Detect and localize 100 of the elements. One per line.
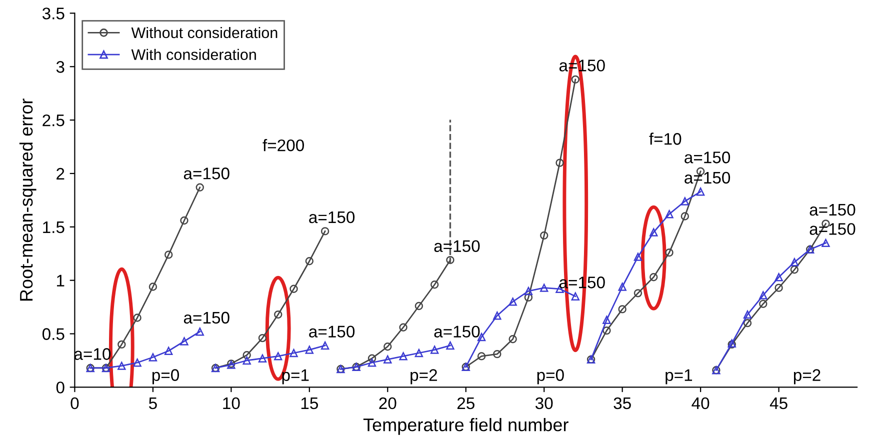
annotation: f=200 bbox=[262, 139, 304, 152]
annotation: a=150 bbox=[684, 152, 730, 164]
annotation: a=150 bbox=[810, 204, 856, 216]
point bbox=[384, 342, 392, 351]
y-tick-label: 2 bbox=[56, 168, 64, 180]
point bbox=[571, 292, 580, 300]
point bbox=[242, 356, 251, 365]
legend-label: Without consideration bbox=[131, 26, 278, 38]
point bbox=[774, 284, 783, 292]
annotation: p=0 bbox=[537, 369, 564, 384]
annotation: a=150 bbox=[309, 326, 355, 338]
point bbox=[133, 314, 142, 322]
point bbox=[290, 348, 298, 358]
point bbox=[774, 273, 783, 282]
point bbox=[696, 188, 705, 196]
annotation: f=10 bbox=[649, 132, 682, 145]
point bbox=[242, 351, 251, 360]
point bbox=[680, 197, 690, 206]
point bbox=[430, 346, 439, 354]
y-tick-label: 1.5 bbox=[43, 221, 64, 234]
point bbox=[680, 212, 690, 220]
point bbox=[164, 346, 173, 355]
point bbox=[320, 227, 330, 236]
point bbox=[196, 183, 204, 192]
point bbox=[650, 273, 658, 282]
point bbox=[399, 323, 408, 332]
x-tick-label: 20 bbox=[379, 397, 396, 410]
point bbox=[430, 280, 439, 289]
x-tick-label: 5 bbox=[148, 398, 157, 410]
point bbox=[258, 354, 267, 362]
point bbox=[790, 266, 799, 274]
point bbox=[822, 238, 830, 248]
annotation: a=150 bbox=[184, 168, 230, 180]
x-tick-label: 40 bbox=[692, 397, 710, 410]
point bbox=[414, 302, 424, 310]
point bbox=[368, 354, 376, 362]
point bbox=[790, 258, 799, 266]
point bbox=[556, 158, 564, 167]
x-tick-label: 35 bbox=[614, 397, 631, 410]
x-tick-label: 45 bbox=[770, 398, 788, 410]
point bbox=[274, 352, 282, 360]
point bbox=[446, 341, 454, 350]
point bbox=[305, 257, 314, 266]
point bbox=[399, 352, 408, 360]
point bbox=[258, 334, 267, 342]
point bbox=[618, 305, 626, 314]
point bbox=[290, 284, 298, 293]
point bbox=[133, 358, 142, 367]
x-tick-label: 25 bbox=[457, 397, 474, 410]
y-tick-label: 3 bbox=[56, 61, 64, 73]
annotation: p=1 bbox=[282, 369, 309, 384]
point bbox=[634, 289, 642, 298]
point bbox=[540, 284, 548, 292]
x-axis-title: Temperature field number bbox=[363, 418, 568, 435]
point bbox=[743, 318, 752, 328]
point bbox=[118, 362, 126, 370]
x-tick-label: 10 bbox=[223, 397, 240, 410]
point bbox=[618, 282, 626, 291]
point bbox=[665, 210, 674, 218]
y-tick-label: 0.5 bbox=[42, 328, 64, 340]
point bbox=[196, 328, 204, 336]
point bbox=[634, 252, 642, 261]
point bbox=[759, 300, 768, 308]
point bbox=[524, 293, 533, 302]
point bbox=[759, 291, 768, 300]
legend-label: With consideration bbox=[131, 48, 256, 60]
point bbox=[180, 216, 188, 225]
point bbox=[384, 355, 392, 364]
point bbox=[508, 298, 517, 306]
point bbox=[602, 326, 611, 335]
point bbox=[602, 316, 611, 324]
annotation: p=2 bbox=[794, 369, 820, 384]
point bbox=[164, 250, 173, 259]
point bbox=[446, 256, 454, 264]
annotation: a=150 bbox=[434, 326, 480, 338]
point bbox=[180, 337, 188, 346]
point bbox=[650, 228, 658, 236]
y-axis-title: Root-mean-squared error bbox=[19, 98, 36, 301]
y-tick-label: 3.5 bbox=[42, 8, 64, 20]
point bbox=[320, 341, 330, 350]
point bbox=[493, 312, 502, 320]
point bbox=[493, 350, 502, 358]
point bbox=[274, 310, 282, 319]
annotation: p=2 bbox=[410, 369, 437, 384]
y-tick-label: 0 bbox=[56, 382, 64, 394]
annotation: a=150 bbox=[434, 240, 480, 252]
point bbox=[148, 353, 158, 362]
annotation: a=150 bbox=[309, 211, 355, 224]
point bbox=[118, 340, 126, 349]
point bbox=[508, 335, 517, 344]
point bbox=[743, 310, 752, 319]
point bbox=[540, 231, 548, 240]
point bbox=[571, 75, 580, 84]
point bbox=[414, 348, 424, 358]
x-tick-label: 0 bbox=[70, 397, 79, 410]
annotation: a=150 bbox=[184, 312, 230, 324]
point bbox=[524, 286, 533, 296]
point bbox=[477, 352, 486, 360]
point bbox=[368, 358, 376, 367]
point bbox=[148, 282, 158, 291]
